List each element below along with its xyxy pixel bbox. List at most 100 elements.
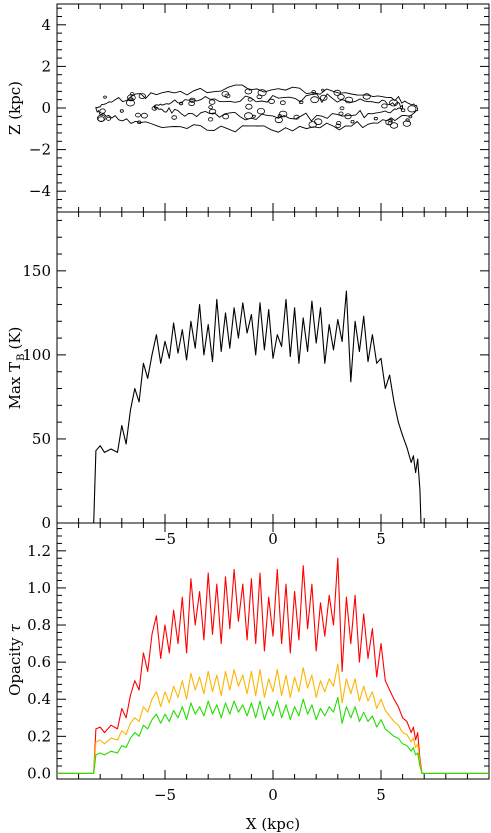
contour-island [127, 94, 136, 101]
panel-z-contour: −4 −2 0 2 4 [29, 3, 490, 213]
contour-island [189, 97, 196, 103]
axes-frame [56, 522, 490, 780]
z-axis-title: Z (kpc) [6, 81, 24, 135]
contour-island [106, 116, 112, 121]
contour-island [135, 112, 141, 118]
opacity-axis-title-main: Opacity [6, 637, 24, 696]
contour-island [209, 108, 217, 115]
contour-island [311, 90, 316, 94]
contour-island [256, 94, 263, 100]
contour-island [400, 108, 406, 112]
x-tick-label: 5 [376, 786, 386, 804]
contour-outer [95, 84, 419, 133]
contour-island [179, 101, 184, 106]
contour-island [388, 118, 393, 123]
contour-island [337, 94, 345, 100]
opacity-axis-title: Opacity τ [6, 623, 24, 696]
contour-island [407, 105, 417, 113]
x-tick-label: 5 [376, 530, 386, 548]
contour-island [268, 98, 275, 105]
contour-island [278, 110, 288, 118]
contour-island [293, 114, 300, 120]
contour-island [138, 93, 146, 99]
opacity-axis-title-sym: τ [6, 623, 24, 632]
axes-frame [56, 211, 490, 524]
y-tick-label: 2 [41, 57, 51, 75]
contour-island [350, 119, 355, 124]
contour-island [402, 120, 411, 127]
contour-island [344, 113, 352, 120]
contour-island [256, 107, 265, 115]
contour-island [224, 93, 231, 99]
contour-island [405, 118, 410, 122]
contour-island [314, 118, 323, 125]
contour-island [125, 99, 135, 107]
tb-axis-title: Max TB (K) [6, 327, 27, 410]
x-tick-label: 0 [268, 786, 278, 804]
x-tick-label: −5 [154, 530, 176, 548]
contour-island [103, 95, 107, 99]
contour-island [252, 114, 256, 118]
series-line-0 [93, 290, 422, 524]
y-tick-label: −4 [29, 182, 51, 200]
contour-island [247, 97, 253, 102]
contour-island [308, 121, 317, 128]
y-tick-label: 0.2 [27, 727, 51, 745]
contour-island [96, 114, 106, 122]
series-line-0 [57, 557, 489, 774]
y-tick-label: 0 [41, 514, 51, 532]
y-tick-label: 0.0 [27, 764, 51, 782]
contour-island [208, 117, 214, 122]
contour-island [408, 115, 413, 119]
y-tick-label: 1.0 [27, 579, 51, 597]
contour-island [344, 96, 354, 104]
contour-island [279, 100, 286, 105]
contour-island [245, 103, 253, 110]
contour-island [244, 88, 253, 95]
contour-island [319, 94, 328, 101]
contour-island [335, 123, 341, 128]
contour-island [208, 105, 213, 110]
contour-island [336, 121, 342, 126]
y-tick-label: 150 [22, 262, 51, 280]
y-tick-label: 0.4 [27, 690, 51, 708]
y-tick-label: 4 [41, 16, 51, 34]
panel-max-tb: 0 50 100 150 −5 0 5 [22, 211, 490, 548]
tb-axis-title-main: Max T [6, 362, 24, 410]
axes-frame [56, 3, 490, 213]
contour-island [151, 106, 158, 111]
contour-island [385, 119, 393, 126]
contour-island [298, 100, 304, 104]
y-tick-label: 50 [32, 430, 51, 448]
panel-opacity: 0.0 0.2 0.4 0.6 0.8 1.0 1.2 −5 0 5 [27, 522, 490, 804]
series-line-1 [57, 663, 489, 774]
y-tick-label: 0.6 [27, 653, 51, 671]
contour-island [389, 122, 399, 129]
tb-axis-title-sub: B [16, 354, 27, 361]
y-tick-label: 100 [22, 346, 51, 364]
contour-island [389, 99, 399, 107]
contour-island [339, 106, 345, 111]
contour-island [208, 99, 216, 105]
x-tick-label: 0 [268, 530, 278, 548]
y-tick-label: −2 [29, 141, 51, 159]
contour-island [381, 103, 388, 109]
contour-island [99, 108, 106, 114]
contour-island [274, 116, 283, 124]
contour-island [140, 112, 148, 119]
y-tick-label: 0.8 [27, 616, 51, 634]
series-line-2 [57, 696, 489, 774]
contour-island [171, 115, 178, 120]
contour-island [188, 100, 195, 107]
contour-island [321, 88, 325, 92]
x-tick-label: −5 [154, 786, 176, 804]
contour-island [244, 112, 253, 120]
y-tick-label: 1.2 [27, 542, 51, 560]
contour-island [119, 109, 124, 113]
contour-island [136, 120, 142, 125]
y-tick-label: 0 [41, 99, 51, 117]
contour-island [222, 113, 230, 120]
contour-island [333, 89, 342, 96]
contour-island [129, 92, 135, 96]
